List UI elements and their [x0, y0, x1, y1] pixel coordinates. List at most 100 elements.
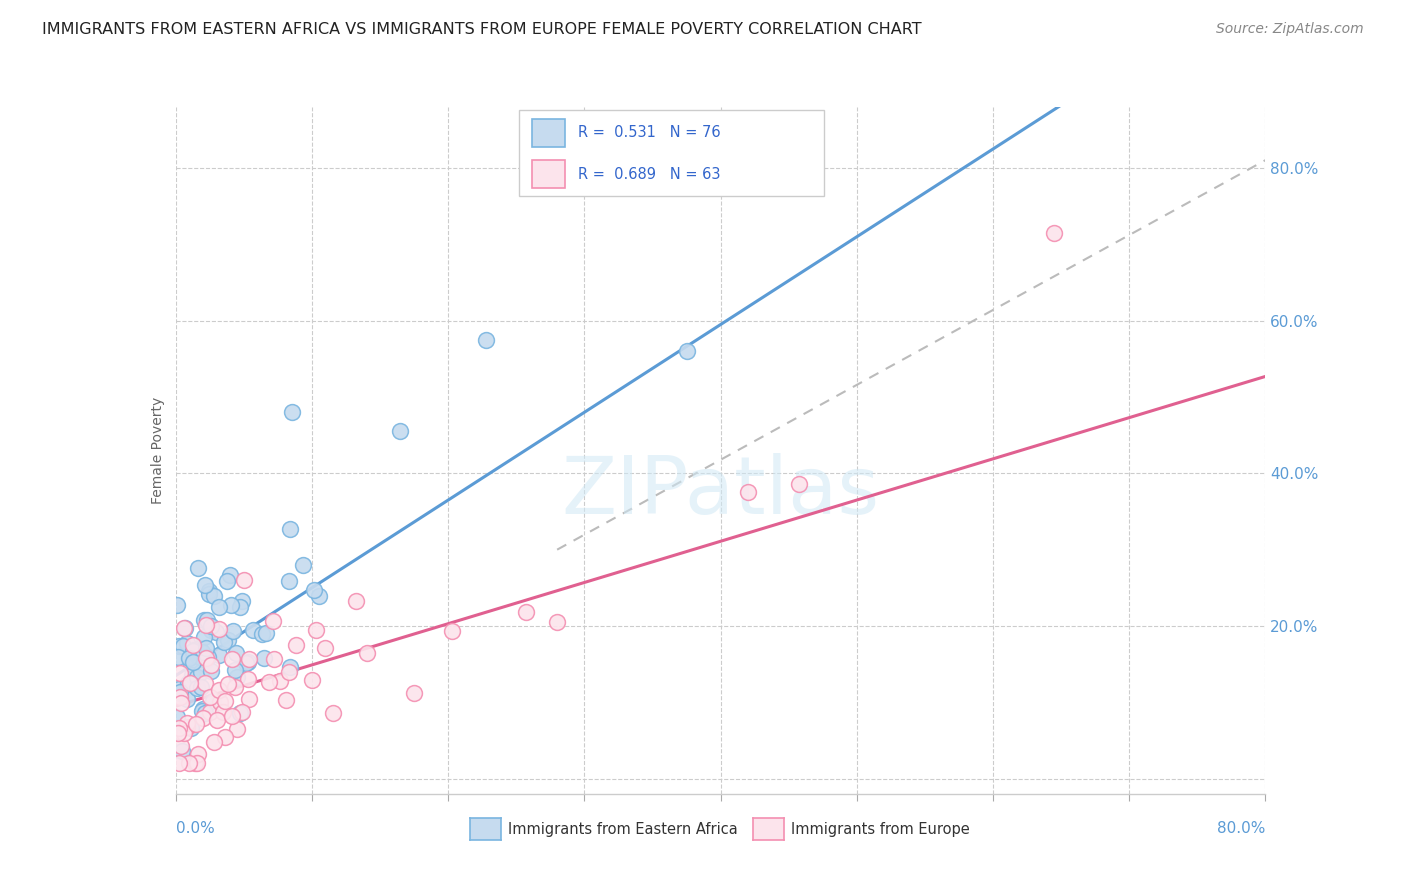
Point [231, 705, 253, 719]
Point [263, 652, 285, 666]
Point [322, 706, 344, 720]
Point [170, 696, 193, 710]
Point [280, 405, 302, 419]
Point [224, 664, 246, 678]
Point [214, 730, 236, 744]
Point [224, 680, 246, 694]
Point [200, 658, 222, 673]
Point [187, 649, 209, 664]
Point [205, 713, 228, 727]
Point [183, 656, 205, 670]
Point [181, 668, 204, 682]
Point [217, 633, 239, 648]
Point [278, 522, 301, 536]
Point [180, 657, 202, 671]
Bar [531, 161, 565, 187]
Point [546, 615, 568, 630]
Point [236, 672, 259, 686]
Point [219, 598, 242, 612]
Text: Immigrants from Eastern Africa: Immigrants from Eastern Africa [508, 822, 738, 837]
Point [173, 725, 195, 739]
Point [278, 665, 301, 680]
Point [269, 673, 291, 688]
Point [177, 675, 200, 690]
Point [200, 623, 222, 637]
Point [301, 673, 323, 687]
Point [221, 652, 243, 666]
Point [314, 641, 336, 656]
Point [292, 558, 315, 573]
Point [169, 686, 191, 700]
Y-axis label: Female Poverty: Female Poverty [150, 397, 165, 504]
Point [170, 739, 193, 753]
Point [181, 638, 204, 652]
Point [176, 716, 198, 731]
Point [226, 670, 249, 684]
Point [167, 726, 190, 740]
Point [200, 705, 222, 719]
Point [166, 598, 188, 612]
Text: 80.0%: 80.0% [1218, 822, 1265, 837]
Point [194, 653, 217, 667]
Point [194, 618, 217, 632]
Point [252, 626, 274, 640]
Point [172, 639, 194, 653]
Point [193, 702, 215, 716]
Point [221, 709, 243, 723]
Point [179, 756, 201, 771]
Point [257, 674, 280, 689]
Point [202, 735, 225, 749]
Point [344, 594, 367, 608]
Point [235, 656, 257, 670]
Point [197, 587, 219, 601]
Point [236, 655, 259, 669]
Point [389, 425, 412, 439]
Point [200, 664, 222, 678]
Point [186, 717, 208, 731]
Point [212, 635, 235, 649]
Point [200, 619, 222, 633]
Point [186, 670, 208, 684]
Point [278, 660, 301, 674]
Point [179, 676, 201, 690]
Point [308, 589, 330, 603]
Point [305, 623, 328, 637]
Point [176, 720, 198, 734]
Bar [531, 119, 565, 146]
Point [441, 624, 464, 638]
Point [195, 613, 218, 627]
Point [186, 756, 208, 771]
Point [274, 692, 297, 706]
Point [183, 756, 205, 771]
Point [207, 622, 229, 636]
Point [231, 594, 253, 608]
Point [277, 574, 299, 589]
Point [169, 685, 191, 699]
Point [238, 652, 260, 666]
Point [190, 680, 212, 694]
Point [194, 676, 217, 690]
Point [180, 722, 202, 736]
Point [675, 344, 697, 359]
Point [198, 584, 221, 599]
Point [252, 651, 274, 665]
Point [187, 560, 209, 574]
Point [787, 476, 810, 491]
Point [225, 722, 247, 736]
Point [475, 333, 498, 347]
Point [219, 568, 242, 582]
Point [169, 690, 191, 705]
Point [191, 645, 214, 659]
Point [208, 683, 231, 698]
Point [167, 639, 190, 653]
Point [167, 756, 190, 771]
Point [194, 578, 217, 592]
Point [208, 648, 231, 662]
Point [737, 485, 759, 500]
Point [1043, 226, 1066, 240]
FancyBboxPatch shape [519, 111, 824, 196]
Point [221, 624, 243, 638]
Point [238, 692, 260, 706]
Point [173, 621, 195, 635]
Point [214, 694, 236, 708]
